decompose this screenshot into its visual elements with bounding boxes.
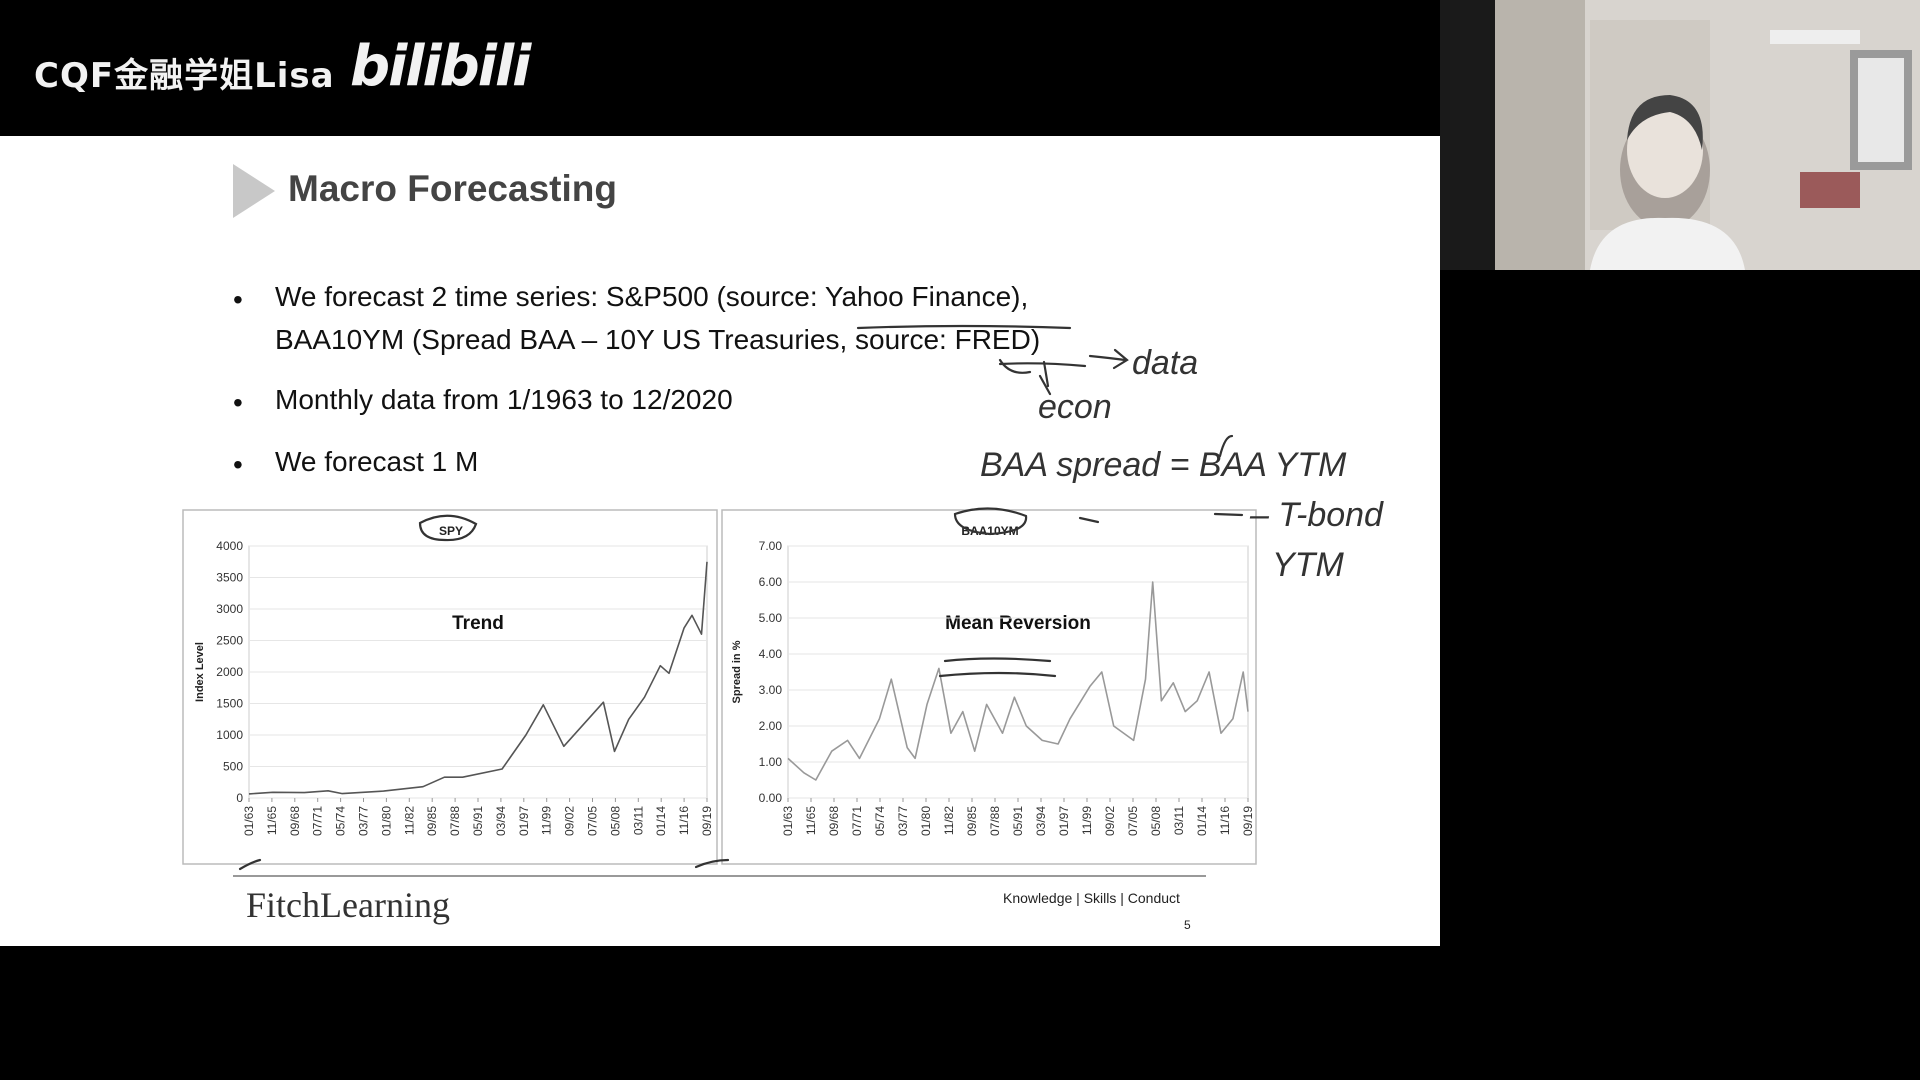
slide-title: Macro Forecasting — [288, 168, 617, 209]
x-tick-label: 11/82 — [942, 806, 956, 835]
x-tick-label: 11/16 — [1218, 806, 1232, 835]
x-tick-label: 03/77 — [896, 806, 910, 836]
chart-annotation: Trend — [452, 613, 504, 634]
webcam-scene — [1440, 0, 1920, 270]
y-tick-label: 5.00 — [759, 611, 783, 625]
x-tick-label: 09/02 — [563, 806, 577, 836]
x-tick-label: 11/65 — [804, 806, 818, 835]
x-tick-label: 09/02 — [1103, 806, 1117, 836]
fitch-learning-logo: FitchLearning — [246, 885, 450, 925]
underline-fred — [998, 362, 1087, 368]
x-tick-label: 07/88 — [448, 806, 462, 836]
arrow-to-data — [1088, 348, 1129, 370]
hw-econ: econ — [1038, 388, 1112, 426]
x-tick-label: 01/63 — [242, 806, 256, 836]
x-tick-label: 03/11 — [1172, 806, 1186, 835]
hw-t-bond: – T-bond — [1249, 496, 1384, 534]
bullet-1-line-2: BAA10YM (Spread BAA – 10Y US Treasuries,… — [275, 324, 1041, 355]
x-tick-label: 07/71 — [850, 806, 864, 836]
chart-title: BAA10YM — [961, 524, 1018, 538]
x-tick-label: 05/08 — [608, 806, 622, 836]
y-tick-label: 2000 — [216, 665, 243, 679]
ink-stroke — [1218, 434, 1234, 458]
bullet-3-text: We forecast 1 M — [275, 446, 479, 477]
y-tick-label: 3000 — [216, 602, 243, 616]
y-axis-label: Index Level — [194, 642, 206, 702]
x-tick-label: 09/85 — [425, 806, 439, 836]
webcam-feed — [1440, 0, 1920, 270]
x-tick-label: 03/77 — [357, 806, 371, 836]
y-tick-label: 1500 — [216, 697, 243, 711]
scribble-out — [998, 358, 1052, 396]
y-tick-label: 0 — [236, 791, 243, 805]
footer-tagline: Knowledge | Skills | Conduct — [1003, 890, 1180, 906]
x-tick-label: 07/71 — [311, 806, 325, 836]
bullet-dot: • — [233, 387, 243, 418]
spy-chart: SPY Trend 4000 3500 3000 2500 2000 1500 1000 500 0… — [182, 509, 718, 865]
x-tick-label: 09/19 — [700, 806, 714, 836]
channel-name: CQF金融学姐Lisa — [34, 56, 335, 96]
x-tick-label: 07/88 — [988, 806, 1002, 836]
y-tick-label: 0.00 — [759, 791, 783, 805]
x-tick-label: 01/14 — [1195, 806, 1209, 836]
x-tick-label: 01/97 — [517, 806, 531, 836]
y-tick-label: 2.00 — [759, 719, 783, 733]
hw-data: data — [1132, 344, 1198, 382]
x-tick-label: 09/85 — [965, 806, 979, 836]
bullet-dot: • — [233, 284, 243, 315]
x-tick-label: 05/74 — [334, 806, 348, 836]
page-number: 5 — [1184, 918, 1191, 932]
x-tick-label: 03/11 — [631, 806, 645, 835]
x-tick-label: 05/91 — [471, 806, 485, 836]
bullet-1-line-1: We forecast 2 time series: S&P500 (sourc… — [275, 281, 1029, 312]
chart-frame — [721, 509, 1257, 865]
chart-frame — [182, 509, 718, 865]
y-tick-label: 7.00 — [759, 539, 783, 553]
y-tick-label: 1000 — [216, 728, 243, 742]
series-line — [248, 561, 708, 795]
x-tick-label: 01/80 — [919, 806, 933, 836]
chart-title: SPY — [439, 524, 463, 538]
x-tick-label: 11/16 — [677, 806, 691, 835]
y-tick-label: 3500 — [216, 571, 243, 585]
y-tick-label: 2500 — [216, 634, 243, 648]
x-tick-label: 01/14 — [654, 806, 668, 836]
bilibili-logo: bilibili — [350, 34, 531, 99]
x-tick-label: 09/68 — [827, 806, 841, 836]
y-tick-label: 1.00 — [759, 755, 783, 769]
x-tick-label: 05/74 — [873, 806, 887, 836]
x-tick-label: 07/05 — [586, 806, 600, 836]
presentation-slide: Macro Forecasting • We forecast 2 time s… — [0, 136, 1440, 946]
title-arrow-icon — [233, 164, 275, 218]
x-tick-label: 05/08 — [1149, 806, 1163, 836]
x-tick-label: 11/82 — [402, 806, 416, 835]
bullet-dot: • — [233, 449, 243, 480]
x-tick-label: 01/80 — [379, 806, 393, 836]
footer-divider — [233, 875, 1206, 877]
x-tick-label: 11/99 — [1080, 806, 1094, 835]
y-tick-label: 4000 — [216, 539, 243, 553]
y-tick-label: 4.00 — [759, 647, 783, 661]
x-tick-label: 01/97 — [1057, 806, 1071, 836]
y-tick-label: 3.00 — [759, 683, 783, 697]
x-tick-label: 09/19 — [1241, 806, 1255, 836]
x-tick-label: 01/63 — [781, 806, 795, 836]
x-tick-label: 09/68 — [288, 806, 302, 836]
hw-ytm: YTM — [1272, 546, 1344, 584]
x-tick-label: 11/99 — [540, 806, 554, 835]
hw-baa-spread: BAA spread = BAA YTM — [980, 446, 1347, 484]
x-tick-label: 05/91 — [1011, 806, 1025, 836]
y-axis-label: Spread in % — [731, 640, 743, 703]
y-tick-label: 500 — [223, 760, 243, 774]
series-line — [787, 581, 1249, 781]
y-tick-label: 6.00 — [759, 575, 783, 589]
x-tick-label: 07/05 — [1126, 806, 1140, 836]
chart-annotation: Mean Reversion — [945, 613, 1091, 634]
x-tick-label: 11/65 — [265, 806, 279, 835]
bullet-2-text: Monthly data from 1/1963 to 12/2020 — [275, 384, 733, 415]
baa10ym-chart: BAA10YM Mean Reversion 7.00 6.00 5.00 4.00 3.0… — [721, 509, 1257, 865]
x-tick-label: 03/94 — [494, 806, 508, 836]
x-tick-label: 03/94 — [1034, 806, 1048, 836]
